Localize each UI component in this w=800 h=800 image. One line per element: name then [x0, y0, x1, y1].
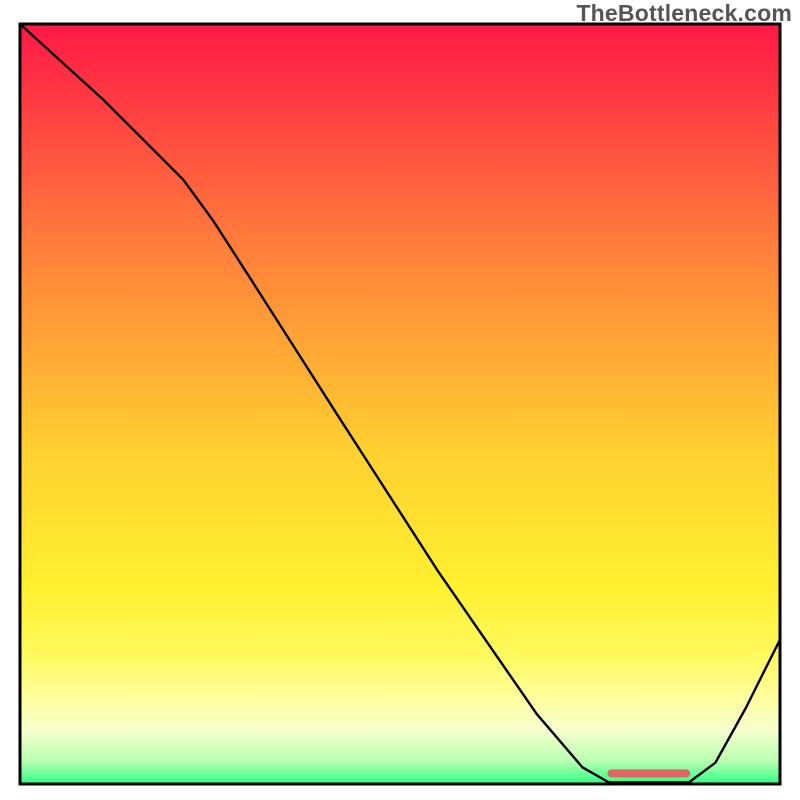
- watermark-text: TheBottleneck.com: [576, 0, 792, 27]
- plot-background: [20, 24, 780, 784]
- chart-container: TheBottleneck.com: [0, 0, 800, 800]
- bottleneck-chart: [0, 0, 800, 800]
- optimal-range-marker: [607, 769, 690, 777]
